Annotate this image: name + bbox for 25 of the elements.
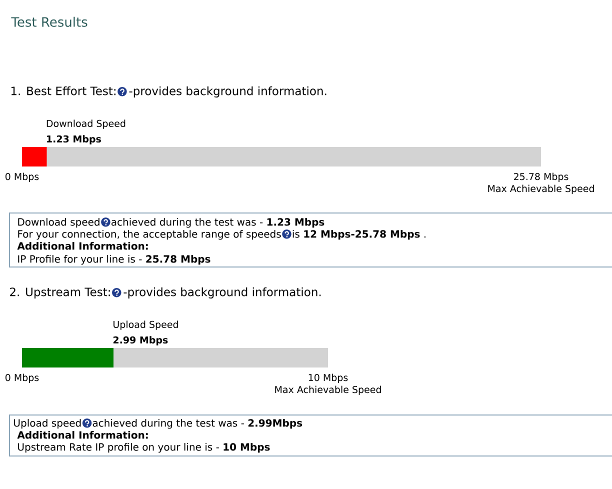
text: -provides background information. xyxy=(124,287,321,298)
x-axis-title: Max Achievable Speed xyxy=(488,184,594,194)
text: is 12 Mbps-25.78 Mbps . xyxy=(292,230,426,240)
text: Upload speed xyxy=(14,419,81,429)
chart-title: 2. Upstream Test: xyxy=(10,288,110,298)
text: For your connection, the acceptable range of speeds xyxy=(18,230,281,240)
data-label: 2.99 Mbps xyxy=(113,336,168,346)
text: achieved during the test was - 1.23 Mbps xyxy=(111,218,324,228)
chart-title: Test Results xyxy=(11,16,88,27)
text: -provides background information. xyxy=(129,86,326,98)
y-tick-label: Upload Speed xyxy=(114,320,178,330)
text: Download speed xyxy=(18,218,100,228)
text: achieved during the test was - 2.99Mbps xyxy=(92,419,302,429)
x-tick-label: 25.78 Mbps xyxy=(514,172,568,182)
y-tick-label: Download Speed xyxy=(46,120,126,129)
text: IP Profile for your line is - 25.78 Mbps xyxy=(18,255,210,265)
chart-subtitle: 1. Best Effort Test: xyxy=(11,86,116,96)
x-tick-label: 10 Mbps xyxy=(308,374,348,383)
x-tick-label: 0 Mbps xyxy=(5,374,39,383)
text: Additional Information: xyxy=(17,242,148,250)
data-label: 1.23 Mbps xyxy=(47,135,101,144)
text: Upstream Rate IP profile on your line is - 10 Mbps xyxy=(18,443,270,453)
x-tick-label: 0 Mbps xyxy=(5,172,39,182)
text: Additional Information: xyxy=(17,431,148,439)
x-axis-title: Max Achievable Speed xyxy=(275,386,381,395)
